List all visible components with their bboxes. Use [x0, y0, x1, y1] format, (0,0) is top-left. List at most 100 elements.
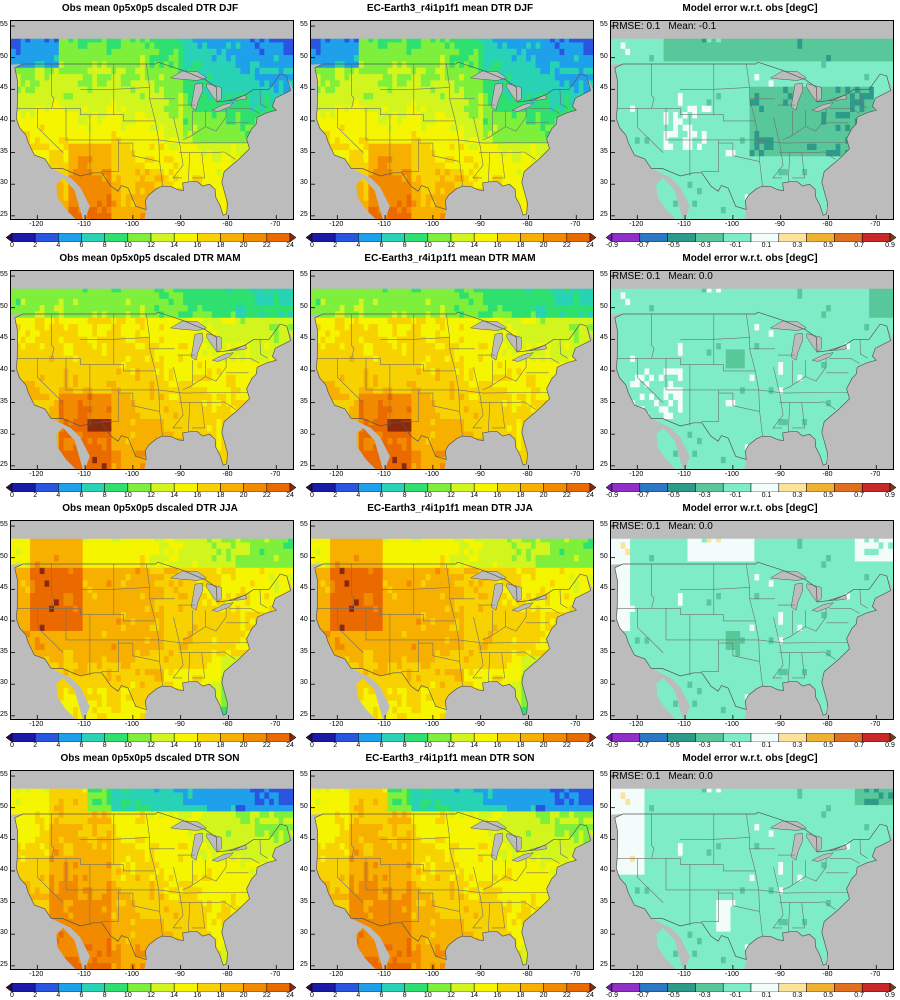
colorbar-label: 18	[211, 242, 231, 249]
state-border	[859, 89, 868, 109]
lake	[511, 602, 534, 612]
state-border	[365, 108, 549, 144]
colorbar-label: 14	[464, 492, 484, 499]
colorbar-swatch	[197, 483, 221, 492]
lake	[511, 102, 534, 112]
y-tick-label: 35	[300, 398, 310, 405]
y-tick-label: 35	[600, 148, 610, 155]
y-tick-label: 55	[600, 21, 610, 28]
state-border	[229, 358, 260, 364]
state-border	[192, 652, 205, 679]
colorbar-swatch	[473, 983, 498, 992]
y-tick-label: 40	[300, 866, 310, 873]
colorbar-label: 0	[302, 242, 322, 249]
state-border	[317, 358, 456, 372]
x-tick-label: -90	[465, 971, 495, 978]
colorbar-label: 8	[95, 242, 115, 249]
colorbar-label: 22	[557, 742, 577, 749]
colorbar-label: 10	[418, 742, 438, 749]
colorbar-label: 16	[187, 492, 207, 499]
colorbar-swatch	[497, 983, 521, 992]
colorbar-swatch	[306, 733, 313, 742]
state-border	[229, 858, 260, 864]
colorbar-label: 10	[118, 492, 138, 499]
state-border	[772, 867, 784, 929]
state-border	[746, 813, 763, 937]
colorbar-swatch	[520, 483, 544, 492]
colorbar-swatch	[450, 733, 475, 742]
colorbar-swatch	[104, 983, 129, 992]
lake	[211, 352, 234, 362]
colorbar: 0 2 4 6 8 10 12 14 16 18 20 22 24	[6, 983, 296, 999]
state-border	[365, 858, 549, 894]
colorbar: 0 2 4 6 8 10 12 14 16 18 20 22 24	[6, 233, 296, 249]
colorbar-swatch	[589, 233, 596, 242]
x-tick-label: -80	[512, 971, 542, 978]
colorbar-swatch	[611, 733, 641, 742]
state-border	[188, 902, 191, 932]
colorbar-label: 12	[141, 992, 161, 999]
x-tick-label: -100	[717, 971, 747, 978]
state-border	[505, 608, 527, 632]
state-border	[529, 608, 560, 614]
colorbar-swatch	[11, 733, 36, 742]
colorbar-swatch	[497, 483, 521, 492]
x-tick-label: -80	[212, 471, 242, 478]
colorbar-label: 20	[534, 742, 554, 749]
map-frame: RMSE: 0.1 Mean: 0.0	[610, 520, 894, 720]
map-svg	[311, 521, 593, 719]
state-border	[788, 402, 791, 432]
colorbar-label: 14	[164, 992, 184, 999]
colorbar-label: 0.1	[756, 992, 776, 999]
y-tick-label: 50	[0, 803, 10, 810]
lake	[811, 102, 834, 112]
colorbar-label: 0	[2, 242, 22, 249]
x-tick-label: -90	[165, 721, 195, 728]
map-svg	[611, 771, 893, 969]
x-tick-label: -80	[212, 971, 242, 978]
colorbar-swatch	[34, 733, 59, 742]
state-border	[192, 402, 205, 429]
state-border	[182, 876, 206, 891]
x-tick-label: -120	[321, 221, 351, 228]
x-tick-label: -90	[765, 221, 795, 228]
colorbar-swatch	[566, 483, 591, 492]
state-border	[782, 376, 806, 391]
state-border	[229, 608, 260, 614]
colorbar-swatch	[197, 733, 221, 742]
colorbar-label: -0.3	[695, 742, 715, 749]
colorbar-swatch	[11, 233, 36, 242]
error-stats: RMSE: 0.1 Mean: 0.0	[612, 521, 721, 532]
error-stats: RMSE: 0.1 Mean: 0.0	[612, 271, 721, 282]
colorbar-svg	[306, 983, 596, 992]
colorbar-label: 2	[325, 492, 345, 499]
state-border	[192, 152, 205, 179]
lake	[490, 832, 503, 861]
state-border	[188, 152, 191, 182]
y-tick-label: 45	[300, 334, 310, 341]
state-border	[718, 392, 760, 412]
state-border	[182, 626, 206, 641]
colorbar-label: 18	[511, 742, 531, 749]
map-frame	[10, 770, 294, 970]
colorbar-swatch	[667, 983, 696, 992]
colorbar: 0 2 4 6 8 10 12 14 16 18 20 22 24	[6, 483, 296, 499]
error-stats: RMSE: 0.1 Mean: -0.1	[612, 21, 724, 32]
country-border	[614, 811, 892, 966]
x-tick-label: -120	[321, 471, 351, 478]
colorbar-swatch	[34, 233, 59, 242]
colorbar-label: 16	[187, 742, 207, 749]
colorbar-swatch	[566, 233, 591, 242]
x-tick-label: -100	[717, 471, 747, 478]
state-border	[792, 152, 805, 179]
colorbar-svg	[6, 233, 296, 242]
state-border	[118, 642, 160, 662]
y-tick-label: 25	[300, 711, 310, 718]
error-stats: RMSE: 0.1 Mean: 0.0	[612, 771, 721, 782]
x-tick-label: -110	[69, 221, 99, 228]
state-border	[418, 642, 460, 662]
colorbar-swatch	[381, 483, 405, 492]
state-border	[118, 892, 160, 912]
colorbar-swatch	[6, 233, 13, 242]
colorbar-label: 12	[441, 492, 461, 499]
